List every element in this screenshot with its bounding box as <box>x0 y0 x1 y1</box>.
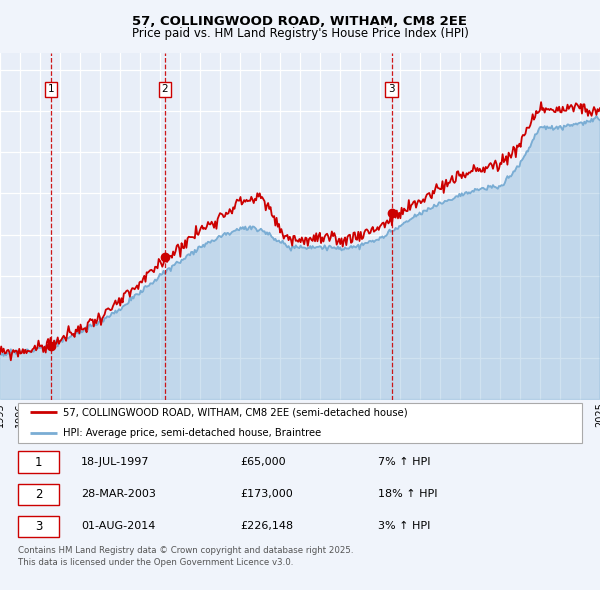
Text: Contains HM Land Registry data © Crown copyright and database right 2025.
This d: Contains HM Land Registry data © Crown c… <box>18 546 353 568</box>
Text: 01-AUG-2014: 01-AUG-2014 <box>81 522 155 532</box>
Text: 57, COLLINGWOOD ROAD, WITHAM, CM8 2EE: 57, COLLINGWOOD ROAD, WITHAM, CM8 2EE <box>133 15 467 28</box>
FancyBboxPatch shape <box>18 484 59 505</box>
Text: 3% ↑ HPI: 3% ↑ HPI <box>378 522 430 532</box>
Text: 3: 3 <box>35 520 42 533</box>
Text: 2: 2 <box>161 84 168 94</box>
Text: 1: 1 <box>35 455 42 468</box>
Text: 1: 1 <box>47 84 54 94</box>
Text: HPI: Average price, semi-detached house, Braintree: HPI: Average price, semi-detached house,… <box>63 428 321 438</box>
Text: 57, COLLINGWOOD ROAD, WITHAM, CM8 2EE (semi-detached house): 57, COLLINGWOOD ROAD, WITHAM, CM8 2EE (s… <box>63 408 407 418</box>
Text: 18-JUL-1997: 18-JUL-1997 <box>81 457 149 467</box>
Text: £65,000: £65,000 <box>240 457 286 467</box>
Text: Price paid vs. HM Land Registry's House Price Index (HPI): Price paid vs. HM Land Registry's House … <box>131 27 469 40</box>
Text: 7% ↑ HPI: 7% ↑ HPI <box>378 457 431 467</box>
FancyBboxPatch shape <box>18 403 582 443</box>
FancyBboxPatch shape <box>18 451 59 473</box>
Text: 3: 3 <box>388 84 395 94</box>
FancyBboxPatch shape <box>18 516 59 537</box>
Text: £173,000: £173,000 <box>240 489 293 499</box>
Text: 28-MAR-2003: 28-MAR-2003 <box>81 489 156 499</box>
Text: 2: 2 <box>35 488 42 501</box>
Text: £226,148: £226,148 <box>240 522 293 532</box>
Text: 18% ↑ HPI: 18% ↑ HPI <box>378 489 437 499</box>
